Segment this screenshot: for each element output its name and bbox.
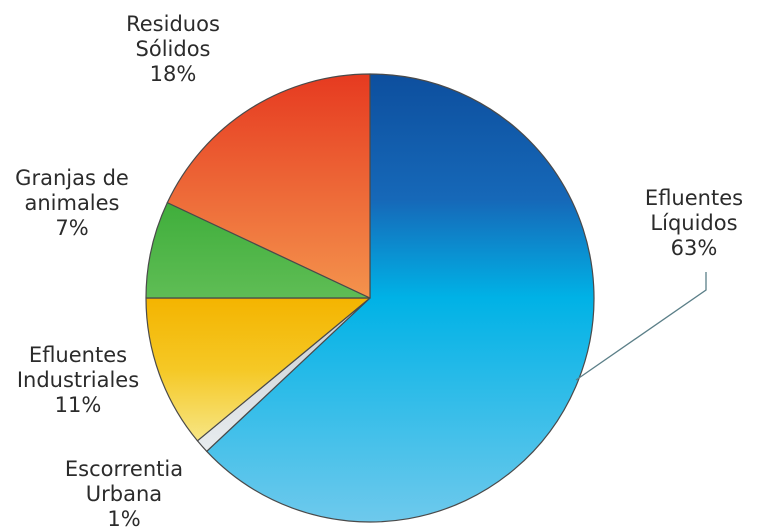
percent-label: 7% xyxy=(55,216,89,240)
label-efluentes-industriales: Efluentes Industriales 11% xyxy=(8,343,148,418)
label-line: Efluentes xyxy=(644,186,744,210)
label-line: Escorrentia xyxy=(64,457,184,481)
label-line: Urbana xyxy=(85,482,163,506)
label-efluentes-liquidos: Efluentes Líquidos 63% xyxy=(626,186,762,261)
slice-efluentes-liquidos xyxy=(206,73,595,523)
leader-line-efluentes-liquidos xyxy=(575,272,707,381)
percent-label: 1% xyxy=(107,507,141,531)
percent-label: 11% xyxy=(54,393,102,417)
label-residuos-solidos: Residuos Sólidos 18% xyxy=(100,12,246,87)
label-line: Efluentes xyxy=(28,343,128,367)
label-granjas-de-animales: Granjas de animales 7% xyxy=(4,166,140,241)
label-line: animales xyxy=(24,191,120,215)
label-line: Sólidos xyxy=(135,37,211,61)
percent-label: 63% xyxy=(670,236,718,260)
label-escorrentia-urbana: Escorrentia Urbana 1% xyxy=(44,457,204,532)
label-line: Líquidos xyxy=(650,211,738,235)
slice-residuos-solidos xyxy=(166,73,371,299)
label-line: Granjas de xyxy=(15,166,129,190)
label-line: Industriales xyxy=(16,368,140,392)
label-line: Residuos xyxy=(126,12,220,36)
percent-label: 18% xyxy=(149,62,197,86)
slice-efluentes-industriales xyxy=(145,297,371,442)
